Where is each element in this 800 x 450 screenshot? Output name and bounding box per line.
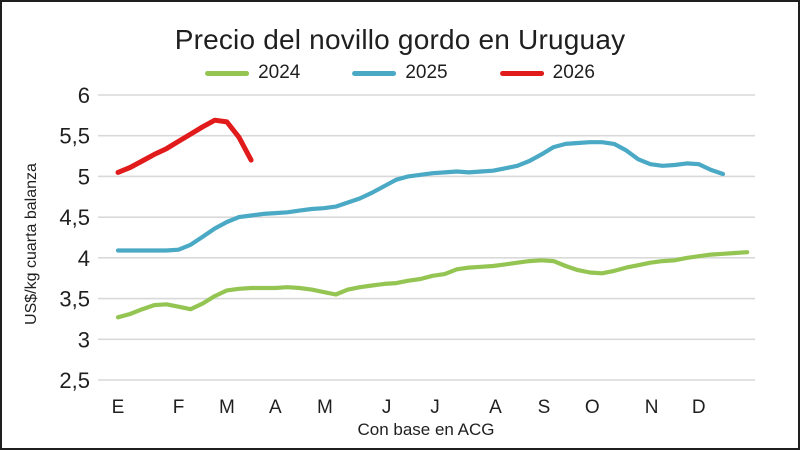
legend-swatch-2026 <box>499 70 544 76</box>
y-tick-label-5: 5 <box>78 164 90 189</box>
legend-item-2024: 2024 <box>205 62 300 84</box>
x-month-label-2-M: M <box>219 397 235 418</box>
x-axis-title: Con base en ACG <box>357 420 495 439</box>
series-line-2025 <box>115 140 726 253</box>
y-tick-label-3.5: 3,5 <box>59 287 90 312</box>
legend: 2024 2025 2026 <box>205 62 595 84</box>
x-month-label-8-S: S <box>538 397 551 418</box>
y-tick-label-4: 4 <box>78 246 90 271</box>
x-month-label-4-M: M <box>317 397 333 418</box>
y-tick-label-2.5: 2,5 <box>59 368 90 393</box>
y-tick-label-6: 6 <box>78 83 90 108</box>
legend-label-2025: 2025 <box>405 62 448 83</box>
legend-swatch-2024 <box>205 70 250 76</box>
legend-swatch-2025 <box>352 70 397 76</box>
legend-label-2026: 2026 <box>552 62 595 83</box>
x-month-label-3-A: A <box>269 397 282 418</box>
chart-title: Precio del novillo gordo en Uruguay <box>174 24 626 55</box>
x-month-label-6-J: J <box>430 397 440 418</box>
legend-label-2024: 2024 <box>258 62 301 83</box>
x-month-label-1-F: F <box>173 397 185 418</box>
series-line-2026 <box>115 117 254 175</box>
y-tick-label-4.5: 4,5 <box>59 205 90 230</box>
y-tick-label-3: 3 <box>78 327 90 352</box>
x-month-label-5-J: J <box>382 397 392 418</box>
x-month-label-10-N: N <box>645 397 659 418</box>
series-line-2024 <box>115 250 750 320</box>
x-month-label-9-O: O <box>585 397 600 418</box>
y-tick-label-5.5: 5,5 <box>59 124 90 149</box>
x-month-label-7-A: A <box>489 397 502 418</box>
x-month-label-0-E: E <box>112 397 125 418</box>
legend-item-2025: 2025 <box>352 62 448 84</box>
legend-item-2026: 2026 <box>499 62 595 84</box>
x-month-label-11-D: D <box>692 397 706 418</box>
